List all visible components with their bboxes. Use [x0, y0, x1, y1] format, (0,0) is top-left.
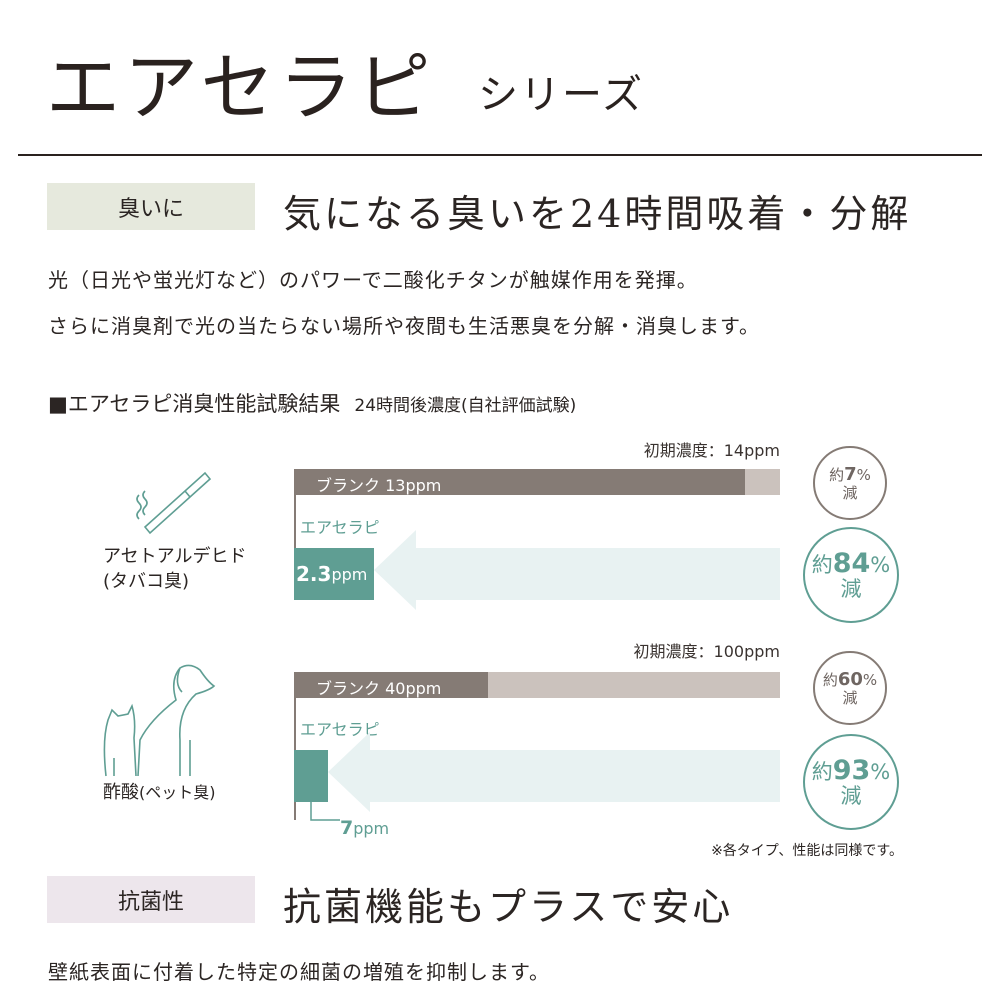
blank-reduction-badge: 約7% 減 — [813, 446, 887, 520]
product-value-label: 7ppm — [340, 817, 389, 839]
subject-sub: (タバコ臭) — [103, 571, 190, 593]
t: 減 — [840, 577, 862, 602]
body-text: 光（日光や蛍光灯など）のパワーで二酸化チタンが触媒作用を発揮。 — [48, 268, 698, 292]
subject-label: 酢酸(ペット臭) — [103, 780, 216, 805]
subject-sub: (ペット臭) — [139, 783, 216, 802]
blank-bar-fill — [294, 469, 746, 495]
t: 約 — [811, 552, 833, 577]
page-subtitle: シリーズ — [478, 72, 644, 118]
t: 60 — [837, 668, 863, 690]
section-tag-odor: 臭いに — [47, 183, 255, 230]
blank-bar-fill — [294, 672, 489, 698]
body-text: さらに消臭剤で光の当たらない場所や夜間も生活悪臭を分解・消臭します。 — [48, 314, 760, 338]
t: 減 — [842, 483, 858, 502]
t: 約 — [811, 759, 833, 784]
t: % — [856, 465, 871, 484]
subject-name: アセトアルデヒド — [103, 546, 247, 567]
product-value: 7 — [340, 817, 354, 839]
t: 84 — [832, 547, 871, 579]
reduction-arrow — [328, 732, 780, 812]
initial-concentration: 初期濃度：100ppm — [633, 642, 780, 661]
divider — [18, 154, 982, 156]
section-heading-antibacterial: 抗菌機能もプラスで安心 — [283, 885, 734, 929]
blank-bar-label: ブランク 40ppm — [316, 679, 442, 698]
footnote: ※各タイプ、性能は同様です。 — [711, 843, 903, 859]
body-text: 壁紙表面に付着した特定の細菌の増殖を抑制します。 — [48, 960, 550, 984]
product-unit: ppm — [353, 819, 390, 838]
product-reduction-badge: 約84% 減 — [803, 527, 899, 623]
t: % — [870, 552, 891, 577]
reduction-arrow — [374, 530, 780, 610]
product-bar — [294, 750, 329, 802]
subject-label: アセトアルデヒド (タバコ臭) — [103, 544, 246, 594]
t: 約 — [829, 465, 845, 484]
page-title: エアセラピ — [46, 45, 435, 131]
dog-cat-icon — [103, 664, 216, 777]
product-unit: ppm — [331, 564, 368, 584]
test-title: ■エアセラピ消臭性能試験結果 24時間後濃度(自社評価試験) — [48, 388, 576, 418]
initial-concentration: 初期濃度：14ppm — [643, 441, 780, 460]
t: 93 — [832, 754, 871, 786]
blank-reduction-badge: 約60% 減 — [813, 651, 887, 725]
cigarette-icon — [136, 471, 212, 535]
leader-line — [310, 800, 340, 821]
t: 減 — [842, 688, 858, 707]
t: % — [870, 759, 891, 784]
product-label: エアセラピ — [300, 518, 380, 537]
blank-bar: ブランク 40ppm — [294, 672, 780, 698]
t: 約 — [822, 670, 838, 689]
t: % — [862, 670, 878, 689]
test-title-text: ■エアセラピ消臭性能試験結果 — [48, 392, 341, 416]
t: 減 — [840, 784, 862, 809]
product-reduction-badge: 約93% 減 — [803, 734, 899, 830]
section-tag-antibacterial: 抗菌性 — [47, 876, 255, 923]
product-label: エアセラピ — [300, 720, 380, 739]
subject-name: 酢酸 — [103, 782, 139, 803]
section-heading-odor: 気になる臭いを24時間吸着・分解 — [283, 192, 912, 236]
blank-bar-label: ブランク 13ppm — [316, 476, 442, 495]
product-bar: 2.3 ppm — [294, 548, 374, 600]
blank-bar: ブランク 13ppm — [294, 469, 780, 495]
t: 7 — [844, 463, 857, 485]
product-value: 2.3 — [296, 562, 332, 586]
axis-line — [294, 495, 296, 600]
test-note: 24時間後濃度(自社評価試験) — [354, 396, 577, 416]
